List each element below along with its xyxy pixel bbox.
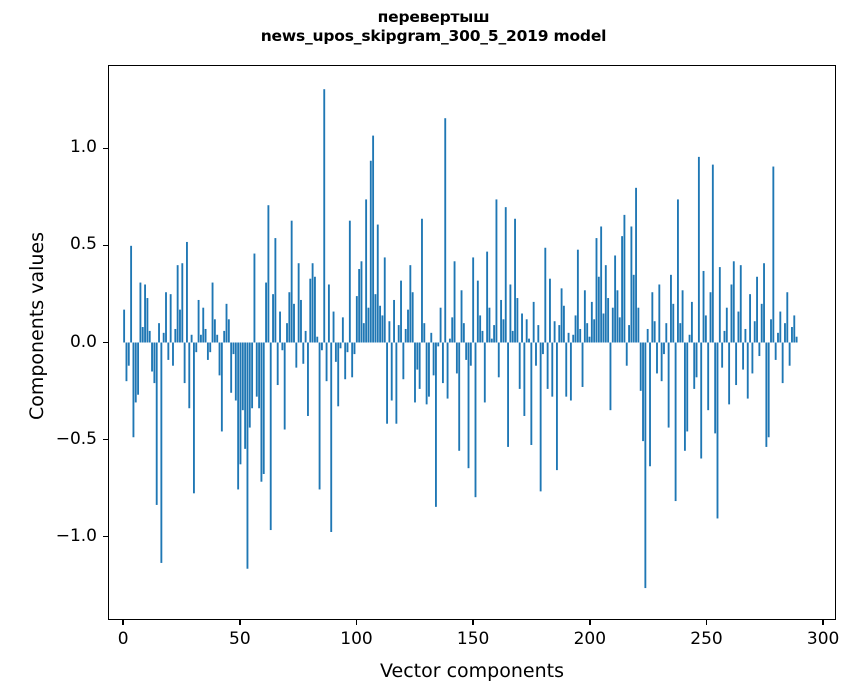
x-tick-label: 100 bbox=[340, 629, 373, 649]
x-tick-mark bbox=[705, 620, 708, 625]
chart-title-line2: news_upos_skipgram_300_5_2019 model bbox=[260, 27, 607, 45]
y-tick-label: 1.0 bbox=[69, 137, 97, 158]
y-tick-mark bbox=[103, 244, 108, 247]
x-tick-label: 300 bbox=[806, 629, 840, 649]
x-tick-mark bbox=[355, 620, 358, 625]
plot-area bbox=[108, 65, 836, 620]
y-tick-label: −0.5 bbox=[55, 428, 97, 449]
x-tick-label: 200 bbox=[573, 629, 607, 649]
x-tick-mark bbox=[472, 620, 474, 625]
x-tick-mark bbox=[122, 620, 124, 625]
x-tick-mark bbox=[822, 620, 824, 625]
y-tick-mark bbox=[103, 438, 108, 441]
x-axis-label: Vector components bbox=[380, 660, 564, 682]
x-tick-label: 0 bbox=[117, 629, 129, 649]
y-tick-label: −1.0 bbox=[55, 525, 97, 546]
x-tick-label: 250 bbox=[690, 629, 723, 649]
x-tick-label: 50 bbox=[229, 629, 251, 649]
chart-title: перевертыш news_upos_skipgram_300_5_2019… bbox=[0, 8, 867, 46]
y-axis-label: Components values bbox=[26, 231, 48, 421]
chart-title-line1: перевертыш bbox=[377, 8, 490, 26]
y-tick-mark bbox=[103, 535, 108, 538]
x-tick-label: 150 bbox=[456, 629, 490, 649]
y-tick-label: 0.5 bbox=[69, 234, 97, 255]
y-tick-mark bbox=[103, 341, 108, 344]
bar-series bbox=[123, 89, 798, 589]
x-tick-mark bbox=[239, 620, 241, 625]
y-tick-label: 0.0 bbox=[69, 331, 97, 352]
y-tick-mark bbox=[103, 147, 108, 150]
x-tick-mark bbox=[589, 620, 591, 625]
